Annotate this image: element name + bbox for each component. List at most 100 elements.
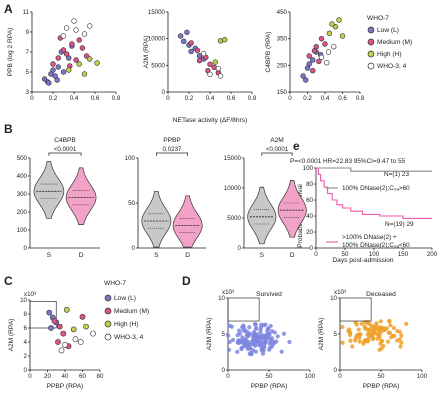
legend-marker: [104, 333, 112, 341]
y-tick-label: 20: [306, 229, 313, 236]
data-point: [46, 80, 52, 86]
data-point: [384, 326, 390, 331]
data-point: [399, 340, 404, 345]
data-point: [348, 330, 353, 335]
data-point: [381, 343, 386, 349]
data-point: [306, 61, 312, 67]
y-tick-label: 0: [238, 245, 242, 252]
y-axis-label: A2M (RPA): [206, 318, 213, 351]
data-point: [236, 340, 242, 345]
y-tick-label: 0: [132, 245, 136, 252]
data-point: [252, 329, 257, 335]
x-tick-label: 150: [398, 251, 409, 258]
highlight-box: [339, 297, 372, 322]
y-exponent: x10³: [24, 291, 36, 298]
legend-label: Low (L): [377, 27, 399, 34]
y-axis-label: C4BPB (RPA): [265, 32, 272, 73]
x-tick-label: 0.4: [70, 95, 79, 102]
data-point: [201, 50, 207, 57]
data-point: [378, 319, 383, 324]
data-point: [48, 325, 54, 331]
survival-curve: [316, 167, 432, 219]
significance-bracket: [48, 152, 82, 156]
data-point: [365, 319, 371, 324]
legend-a: WHO-7 Low (L) Medium (M) High (H) WHO-3, 4: [367, 15, 412, 70]
data-point: [367, 334, 372, 339]
violin-d: [277, 180, 307, 238]
legend-marker: [367, 26, 375, 34]
panel-letter-d: D: [182, 274, 191, 288]
x-tick-label: 0.8: [112, 95, 121, 102]
data-point: [241, 323, 246, 328]
chart-e: 0 20 40 60 80 100 0 50 100 150 200: [303, 165, 438, 258]
chart-b2: 0 50 100 PPBP 0.0237 S D: [125, 137, 206, 259]
y-tick-label: 4: [24, 339, 28, 346]
x-tick-label: 80: [97, 373, 104, 380]
data-point: [62, 341, 68, 348]
data-point: [353, 336, 358, 341]
data-point: [46, 309, 53, 316]
data-point: [248, 331, 253, 336]
x-tick-label: 0: [28, 373, 32, 380]
chart-b1: 0 100 200 300 400 500 C4BPB <0.0001 S D: [17, 137, 100, 259]
highlight-box: [227, 297, 260, 322]
y-tick-label: 3: [26, 89, 30, 96]
data-point: [241, 328, 246, 333]
data-point: [81, 71, 88, 77]
data-point: [256, 340, 262, 345]
data-point: [222, 37, 228, 43]
data-point: [353, 320, 358, 325]
data-point: [269, 329, 275, 334]
chart-c: 0 2 4 6 8 10 0 20 40 60 80 x10³ A2M (RPA) PPBP (RPA): [8, 291, 104, 390]
data-point: [235, 332, 240, 338]
data-point: [184, 29, 190, 35]
violin-s: [33, 161, 65, 219]
y-tick-label: 5: [334, 331, 338, 338]
category-label: S: [154, 252, 159, 259]
y-tick-label: 80: [306, 181, 313, 188]
data-point: [241, 338, 247, 343]
y-axis-label: A2M (RPA): [8, 319, 15, 352]
data-point: [55, 339, 61, 345]
y-tick-label: 350: [277, 36, 288, 43]
data-point: [306, 53, 312, 59]
y-tick-label: 0: [24, 245, 28, 252]
x-tick-label: 0: [30, 95, 34, 102]
survival-n-bottom: N=(19) 29: [385, 221, 414, 228]
data-point: [252, 336, 258, 341]
legend-label: Medium (M): [377, 39, 412, 46]
y-tick-label: 300: [17, 191, 28, 198]
y-tick-label: 50: [128, 200, 135, 207]
data-point: [331, 43, 337, 50]
data-point: [356, 327, 361, 332]
significance-bracket: [156, 152, 188, 156]
x-tick-label: 50: [266, 373, 273, 380]
data-point: [281, 331, 287, 336]
y-tick-label: 0: [310, 245, 314, 252]
y-tick-label: 100: [303, 165, 314, 172]
data-point: [259, 346, 264, 351]
x-tick-label: 0: [288, 95, 292, 102]
y-tick-label: 10: [20, 297, 27, 304]
x-tick-label: 0.6: [91, 95, 100, 102]
data-point: [76, 61, 82, 67]
data-point: [188, 40, 194, 46]
chart-title: A2M: [270, 137, 284, 144]
data-point: [316, 58, 322, 65]
data-point: [348, 338, 353, 343]
data-point: [391, 325, 397, 331]
p-value: 0.0237: [163, 146, 182, 153]
x-axis-label: PPBP (RPA): [251, 383, 288, 390]
data-point: [397, 329, 403, 335]
x-tick-label: 0: [166, 95, 170, 102]
data-point: [329, 21, 335, 27]
data-point: [310, 57, 316, 63]
survival-n-top: N=(1) 23: [384, 171, 409, 178]
data-point: [368, 322, 373, 327]
y-tick-label: 5000: [151, 62, 165, 69]
data-point: [252, 322, 258, 327]
data-point: [54, 77, 60, 83]
y-tick-label: 100: [17, 227, 28, 234]
